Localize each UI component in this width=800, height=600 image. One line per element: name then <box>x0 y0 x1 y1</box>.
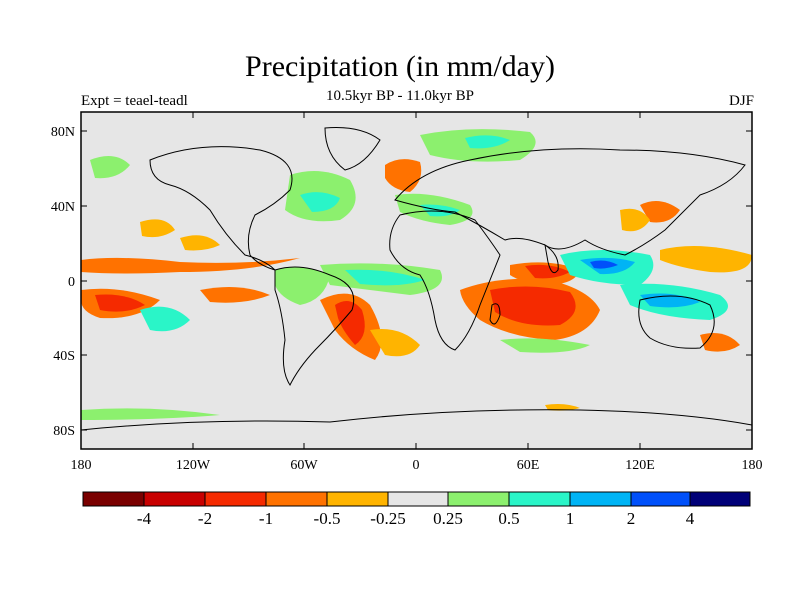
shade-satl-dry <box>370 329 420 357</box>
shade-npac-dry2 <box>180 235 220 251</box>
colorbar-swatch <box>630 491 691 507</box>
colorbar-label: -1 <box>259 509 273 528</box>
colorbar-swatch <box>265 491 328 507</box>
lat-tick-label: 40S <box>53 349 75 364</box>
shade-wpac-dry <box>660 246 752 273</box>
lat-tick-label: 80S <box>53 424 75 439</box>
colorbar-swatch <box>204 491 267 507</box>
shade-sacz-core <box>335 301 365 345</box>
shade-ai-core <box>525 264 570 279</box>
colorbar-label: -0.25 <box>370 509 405 528</box>
shade-so-dry <box>545 404 580 411</box>
shade-sio-wet <box>500 338 590 353</box>
shade-amazon-core <box>345 269 425 286</box>
experiment-label: Expt = teael-teadl <box>81 93 188 109</box>
colorbar-swatch <box>569 491 632 507</box>
shade-io-core <box>490 286 576 326</box>
shade-spac-core <box>95 294 145 312</box>
colorbar-label: 2 <box>627 509 636 528</box>
map-subtitle: 10.5kyr BP - 11.0kyr BP <box>325 88 475 104</box>
lon-tick-label: 180 <box>742 458 763 473</box>
lon-tick-label: 120E <box>625 458 655 473</box>
colorbar-label: -2 <box>198 509 212 528</box>
shade-arctic-core <box>465 135 510 149</box>
shade-eqpac-dry <box>81 257 300 274</box>
season-label: DJF <box>728 93 754 109</box>
lon-tick-label: 60W <box>290 458 318 473</box>
shade-atl-core <box>300 192 340 212</box>
colorbar-swatch <box>447 491 510 507</box>
shade-epac-dry <box>200 286 270 303</box>
lon-tick-label: 60E <box>517 458 540 473</box>
colorbar-swatch <box>326 491 389 507</box>
colorbar-swatch <box>387 491 449 507</box>
map-title: Precipitation (in mm/day) <box>245 50 555 83</box>
lon-tick-label: 0 <box>413 458 420 473</box>
shade-mc-max <box>590 260 618 269</box>
shade-china-dry <box>640 201 680 223</box>
colorbar-label: 0.25 <box>433 509 463 528</box>
colorbar-label: 1 <box>566 509 575 528</box>
colorbar-label: -0.5 <box>314 509 341 528</box>
colorbar-swatch <box>689 491 751 507</box>
shade-so-wet <box>81 408 220 420</box>
shade-spcz-wet <box>140 306 190 332</box>
lon-tick-marks <box>80 112 641 449</box>
lat-tick-marks <box>81 130 752 431</box>
lon-tick-label: 180 <box>71 458 92 473</box>
coastlines <box>80 127 753 431</box>
colorbar-label: -4 <box>137 509 152 528</box>
colorbar-label: 4 <box>686 509 695 528</box>
colorbar-label: 0.5 <box>498 509 519 528</box>
colorbar <box>82 491 751 507</box>
shade-npac-wet <box>90 156 130 179</box>
colorbar-swatch <box>508 491 571 507</box>
lat-tick-label: 0 <box>68 275 75 290</box>
shade-npac-dry <box>140 219 175 238</box>
lat-tick-label: 40N <box>51 200 75 215</box>
colorbar-swatch <box>143 491 206 507</box>
shade-china-dry2 <box>620 208 650 232</box>
lat-tick-label: 80N <box>51 125 75 140</box>
shade-sam-west <box>275 266 330 305</box>
colorbar-swatch <box>82 491 145 507</box>
lon-tick-label: 120W <box>176 458 211 473</box>
